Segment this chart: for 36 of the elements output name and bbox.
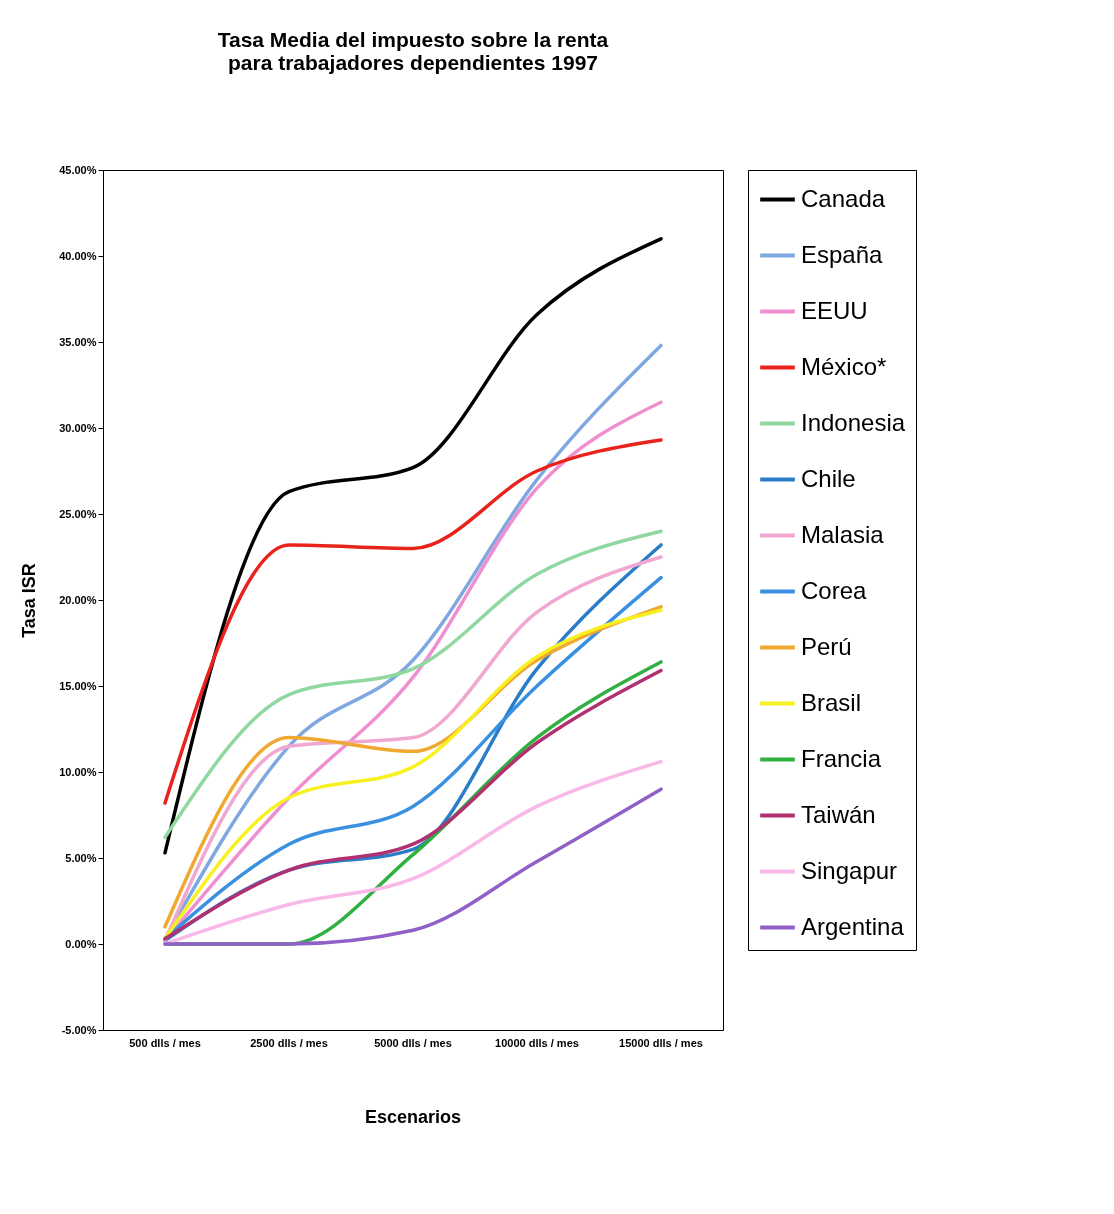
legend-label: Corea bbox=[801, 576, 868, 604]
legend-label: Argentina bbox=[801, 912, 905, 940]
legend-label: España bbox=[801, 240, 884, 268]
legend-label: Taiwán bbox=[801, 800, 876, 828]
y-tick-label: 30.00% bbox=[59, 421, 97, 434]
y-tick-label: 15.00% bbox=[59, 679, 97, 692]
x-tick-label: 2500 dlls / mes bbox=[250, 1037, 328, 1049]
y-tick-label: -5.00% bbox=[61, 1023, 97, 1036]
x-axis-title: Escenarios bbox=[364, 1107, 462, 1127]
y-tick-label: 0.00% bbox=[65, 937, 97, 950]
legend-label: Francia bbox=[801, 744, 882, 772]
y-tick-label: 35.00% bbox=[59, 335, 97, 348]
legend-label: Perú bbox=[801, 632, 852, 660]
line-series bbox=[163, 237, 663, 855]
x-tick-label: 15000 dlls / mes bbox=[619, 1037, 703, 1049]
chart-title: Tasa Media del impuesto sobre la renta para trabajadores dependientes 1997 bbox=[217, 28, 609, 74]
legend-label: Brasil bbox=[801, 688, 862, 716]
line-series bbox=[163, 529, 663, 840]
y-tick-label: 10.00% bbox=[59, 765, 97, 778]
legend-label: Indonesia bbox=[801, 408, 906, 436]
line-series bbox=[163, 438, 663, 805]
y-tick-label: 40.00% bbox=[59, 249, 97, 262]
legend-label: Singapur bbox=[801, 856, 898, 884]
legend-label: Chile bbox=[801, 464, 856, 492]
legend-label: Canada bbox=[801, 184, 886, 212]
y-tick-label: 20.00% bbox=[59, 593, 97, 606]
y-axis-title: Tasa ISR bbox=[19, 563, 40, 638]
x-tick-label: 10000 dlls / mes bbox=[495, 1037, 579, 1049]
legend-label: México* bbox=[801, 352, 887, 380]
x-tick-label: 500 dlls / mes bbox=[129, 1037, 201, 1049]
legend-label: EEUU bbox=[801, 296, 868, 324]
y-tick-label: 5.00% bbox=[65, 851, 97, 864]
y-tick-label: 25.00% bbox=[59, 507, 97, 520]
y-tick-label: 45.00% bbox=[59, 163, 97, 176]
x-tick-label: 5000 dlls / mes bbox=[374, 1037, 452, 1049]
legend-label: Malasia bbox=[801, 520, 885, 548]
